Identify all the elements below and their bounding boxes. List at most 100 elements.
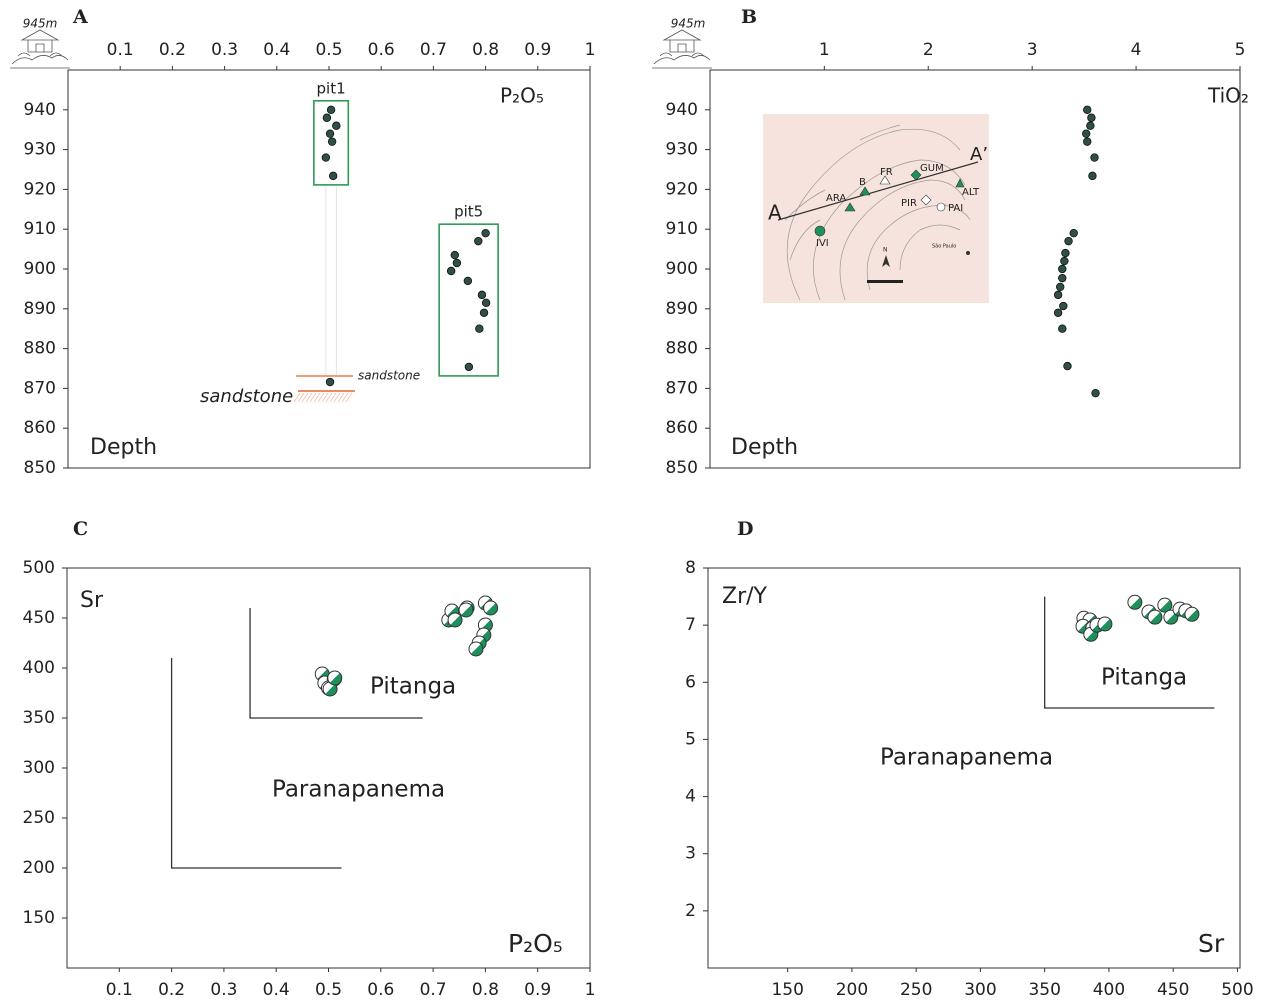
- y-axis-label: Sr: [80, 588, 104, 613]
- sandstone-hatch: [309, 392, 317, 403]
- y-tick-label: 850: [666, 458, 698, 478]
- x-tick-label: 5: [1235, 40, 1246, 60]
- inset-label: IVI: [816, 238, 829, 249]
- plot-frame: [707, 567, 1241, 969]
- data-point: [477, 290, 487, 300]
- data-point: [474, 236, 483, 246]
- data-point: [1091, 388, 1100, 398]
- panel-letter: C: [73, 518, 88, 540]
- data-point: [321, 153, 331, 162]
- group-box: [438, 223, 499, 377]
- region-boundary: [170, 658, 342, 869]
- data-point: [1058, 324, 1067, 333]
- y-axis-label: Zr/Y: [722, 584, 768, 609]
- x-tick-label: 3: [1027, 40, 1038, 60]
- data-point: [1056, 282, 1065, 292]
- x-tick-label: 0.4: [263, 40, 290, 60]
- data-point: [1058, 264, 1067, 274]
- y-tick-label: 900: [24, 259, 56, 279]
- x-tick-label: 0.4: [263, 980, 290, 1000]
- y-tick-label: 920: [666, 179, 698, 199]
- data-point: [1157, 597, 1173, 613]
- y-tick-label: 4: [685, 787, 696, 807]
- y-tick-label: 940: [24, 100, 56, 120]
- data-point: [1088, 171, 1097, 181]
- data-point: [1083, 137, 1092, 146]
- group-label: pit1: [317, 79, 346, 97]
- data-point: [325, 129, 335, 138]
- y-tick-label: 450: [23, 608, 55, 628]
- data-point: [1086, 121, 1095, 130]
- data-point: [1087, 113, 1096, 122]
- data-point: [1147, 609, 1163, 625]
- x-tick-label: 0.8: [472, 980, 499, 1000]
- inset-label: B: [859, 177, 866, 188]
- x-tick-label: 0.7: [420, 980, 447, 1000]
- data-point: [446, 266, 456, 276]
- y-axis-label: Depth: [90, 435, 157, 460]
- x-tick-label: 0.9: [524, 980, 551, 1000]
- x-tick-label: 1: [585, 40, 596, 60]
- x-tick-label: 0.9: [524, 40, 551, 60]
- y-tick-label: 920: [24, 179, 56, 199]
- region-label: Paranapanema: [880, 745, 1053, 771]
- x-tick-label: 1: [819, 40, 830, 60]
- x-tick-label: 2: [923, 40, 934, 60]
- x-tick-label: 300: [964, 980, 996, 1000]
- data-point: [452, 258, 462, 268]
- y-tick-label: 300: [23, 758, 55, 778]
- data-point: [481, 298, 491, 308]
- y-tick-label: 150: [23, 908, 55, 928]
- data-point: [332, 121, 341, 130]
- x-tick-label: 0.5: [315, 40, 342, 60]
- y-tick-label: 930: [24, 140, 56, 160]
- sandstone-hatch: [305, 392, 313, 403]
- region-boundary: [249, 608, 423, 719]
- data-point: [1127, 594, 1143, 610]
- inset-label: A’: [970, 144, 988, 165]
- x-axis-label: TiO₂: [1207, 84, 1249, 108]
- sandstone-hatch: [341, 392, 349, 403]
- x-tick-label: 350: [1028, 980, 1060, 1000]
- region-label: Paranapanema: [272, 777, 445, 803]
- panel-letter: B: [741, 6, 757, 28]
- y-tick-label: 8: [685, 558, 696, 578]
- plot-frame: [66, 567, 591, 969]
- data-point: [1081, 129, 1091, 138]
- y-tick-label: 930: [666, 140, 698, 160]
- x-tick-label: 0.2: [159, 40, 186, 60]
- y-tick-label: 2: [685, 901, 696, 921]
- inset-label: N: [883, 247, 888, 254]
- y-tick-label: 880: [24, 339, 56, 359]
- data-point: [1059, 301, 1068, 311]
- y-tick-label: 6: [685, 672, 696, 692]
- region-boundary: [1044, 596, 1215, 709]
- data-point: [326, 105, 336, 114]
- x-tick-label: 500: [1221, 980, 1253, 1000]
- data-point: [322, 113, 332, 122]
- data-point: [1063, 361, 1072, 371]
- data-point: [483, 600, 499, 616]
- y-tick-label: 910: [24, 219, 56, 239]
- y-tick-label: 890: [666, 299, 698, 319]
- x-tick-label: 0.1: [106, 980, 133, 1000]
- data-point: [447, 612, 463, 628]
- y-tick-label: 350: [23, 708, 55, 728]
- data-point: [481, 228, 490, 238]
- y-tick-label: 870: [24, 378, 56, 398]
- sandstone-hatch: [321, 392, 329, 403]
- inset-label: ARA: [826, 193, 846, 204]
- x-tick-label: 0.2: [158, 980, 185, 1000]
- y-tick-label: 910: [666, 219, 698, 239]
- x-tick-label: 0.3: [210, 980, 237, 1000]
- data-point: [458, 602, 474, 618]
- y-tick-label: 860: [24, 418, 56, 438]
- annotation: sandstone: [200, 386, 293, 407]
- data-point: [1069, 228, 1078, 238]
- data-point: [463, 276, 473, 286]
- data-point: [328, 171, 338, 181]
- sandstone-hatch: [317, 392, 325, 403]
- x-tick-label: 450: [1157, 980, 1189, 1000]
- x-tick-label: 0.5: [315, 980, 342, 1000]
